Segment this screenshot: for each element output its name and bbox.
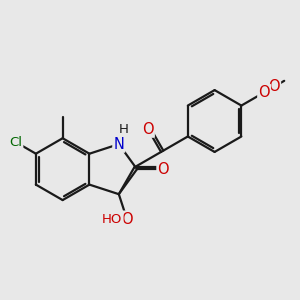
Text: Cl: Cl xyxy=(9,136,22,148)
Text: HO: HO xyxy=(102,213,122,226)
Text: O: O xyxy=(268,79,280,94)
Text: O: O xyxy=(258,85,270,100)
Text: O: O xyxy=(142,122,154,137)
Text: O: O xyxy=(158,162,169,177)
Text: O: O xyxy=(121,212,133,227)
Text: N: N xyxy=(113,136,124,152)
Text: H: H xyxy=(119,123,128,136)
